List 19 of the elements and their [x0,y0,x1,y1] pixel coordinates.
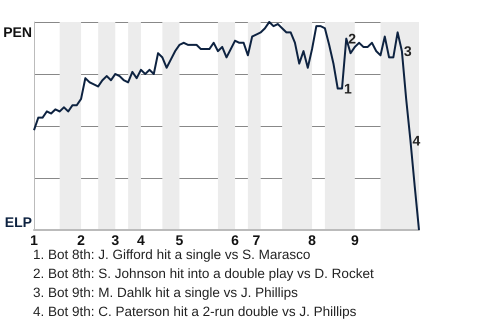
annotation: 1 [344,80,352,97]
annotation: 3 [404,43,412,60]
annotation: 4 [412,132,420,149]
text: ELP [4,214,32,230]
text: 4. Bot 9th: C. Paterson hit a 2-run double vs J. Phillips [33,303,358,320]
x-tick-label: 7 [252,232,261,248]
x-tick-label: 1 [30,232,38,248]
annotation: 2 [348,30,356,47]
x-tick-label: 4 [137,232,146,248]
x-tick-label: 9 [350,232,359,248]
text: 3. Bot 9th: M. Dahlk hit a single vs J. Phillips [33,284,299,302]
x-tick-label: 8 [308,232,316,248]
x-tick-label: 3 [111,232,120,248]
text: PEN [3,24,32,40]
x-tick-label: 6 [231,232,240,248]
text: 1. Bot 8th: J. Gifford hit a single vs S. Marasco [33,247,310,262]
text: 2. Bot 8th: S. Johnson hit into a double play vs D. Rocket [33,265,374,283]
x-tick-label: 5 [176,232,184,248]
x-tick-label: 2 [77,232,86,248]
